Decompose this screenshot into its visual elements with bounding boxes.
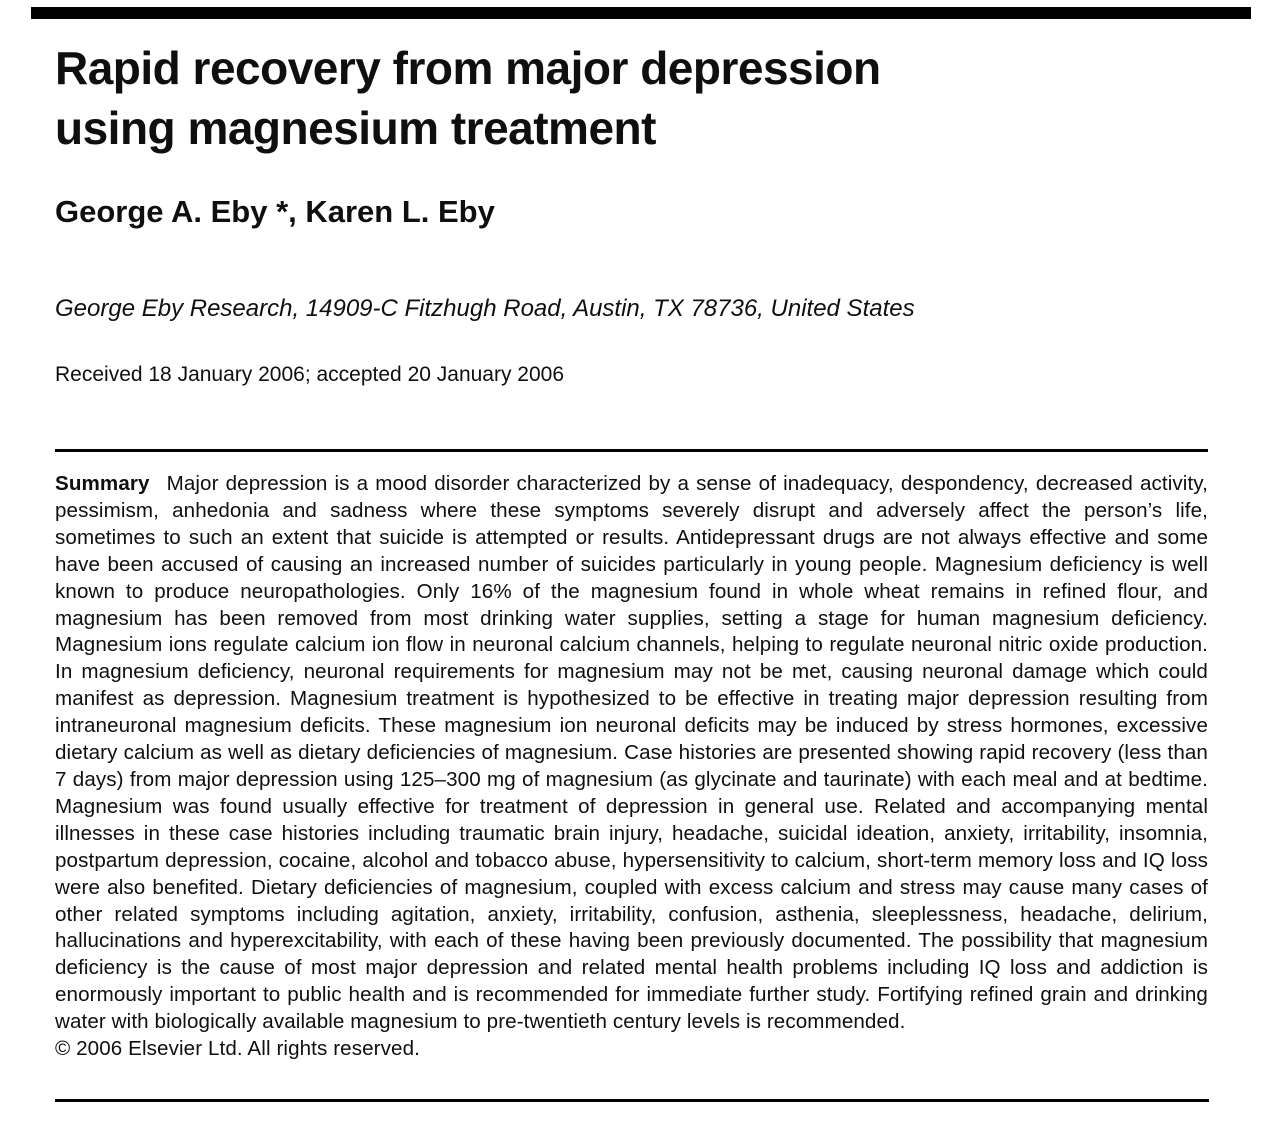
authors-line: George A. Eby *, Karen L. Eby <box>55 194 495 229</box>
title-line-1: Rapid recovery from major depression <box>55 42 881 94</box>
summary-paragraph: Summary Major depression is a mood disord… <box>55 471 1208 1036</box>
summary-label: Summary <box>55 472 150 495</box>
copyright-line: © 2006 Elsevier Ltd. All rights reserved… <box>55 1037 420 1061</box>
page-title: Rapid recovery from major depression usi… <box>55 38 1055 158</box>
header-rule-bar <box>31 7 1251 19</box>
abstract-section: Summary Major depression is a mood disord… <box>55 471 1208 1063</box>
divider-rule-top <box>55 449 1208 452</box>
divider-rule-bottom <box>55 1099 1209 1102</box>
affiliation-line: George Eby Research, 14909-C Fitzhugh Ro… <box>55 295 915 322</box>
received-accepted-line: Received 18 January 2006; accepted 20 Ja… <box>55 363 565 386</box>
title-line-2: using magnesium treatment <box>55 102 656 154</box>
summary-text: Major depression is a mood disorder char… <box>55 472 1208 1034</box>
